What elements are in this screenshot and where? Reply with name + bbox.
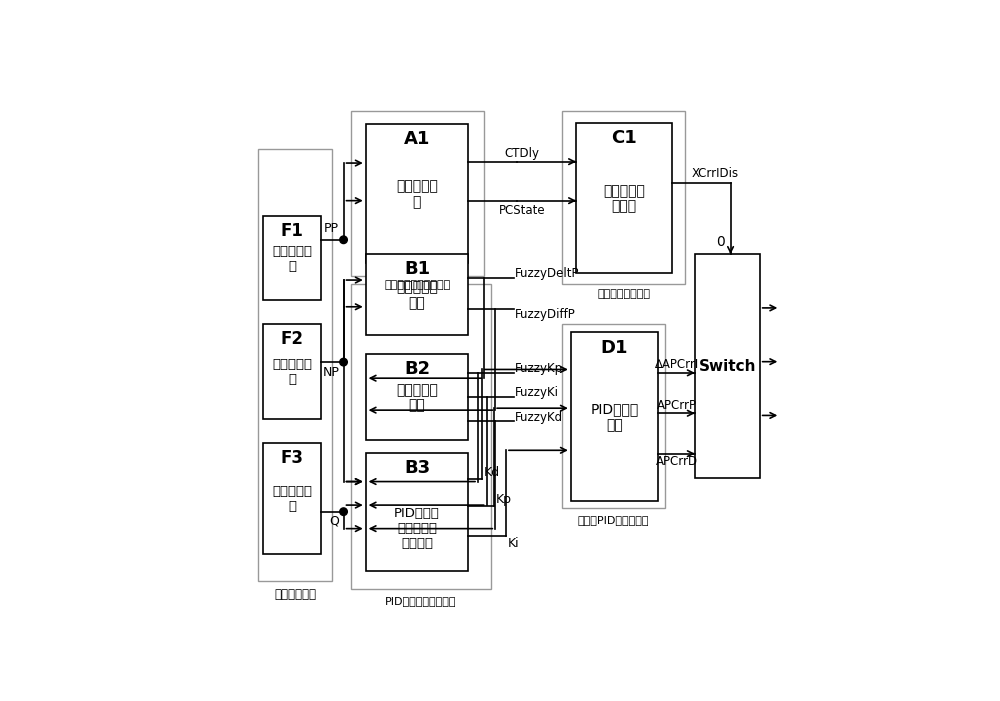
Text: 计算: 计算 [606, 418, 623, 432]
Text: PID参数模糊计算模块: PID参数模糊计算模块 [385, 597, 456, 606]
Circle shape [340, 236, 347, 243]
Text: FuzzyDiffP: FuzzyDiffP [515, 308, 576, 321]
Text: FuzzyDeltP: FuzzyDeltP [515, 266, 580, 280]
Text: 模糊查表子: 模糊查表子 [396, 383, 438, 397]
Text: B2: B2 [404, 360, 430, 378]
Text: 泵油角PID补偿值计算: 泵油角PID补偿值计算 [578, 515, 649, 525]
Text: 模块: 模块 [409, 398, 425, 412]
Text: B1: B1 [404, 260, 430, 278]
Bar [695, 254, 760, 478]
Text: 前置条件计算: 前置条件计算 [274, 587, 316, 601]
Bar [263, 443, 321, 554]
Bar [351, 111, 484, 275]
Bar [366, 454, 468, 571]
Text: 算: 算 [288, 500, 296, 513]
Text: D1: D1 [601, 339, 628, 357]
Text: APCrrD: APCrrD [656, 455, 698, 468]
Bar [571, 332, 658, 501]
Text: CTDly: CTDly [505, 147, 540, 160]
Bar [258, 149, 332, 580]
Text: PP: PP [324, 222, 339, 236]
Text: A1: A1 [404, 130, 430, 148]
Text: F1: F1 [281, 222, 304, 240]
Text: 目标油量计: 目标油量计 [272, 485, 312, 498]
Text: PID参数输: PID参数输 [394, 507, 440, 519]
Text: 算: 算 [288, 373, 296, 386]
Text: XCrrIDis: XCrrIDis [691, 167, 738, 179]
Text: 算子模块: 算子模块 [401, 537, 433, 550]
Text: B3: B3 [404, 459, 430, 477]
Text: 输入量化子: 输入量化子 [396, 280, 438, 294]
Text: 轨压状态判: 轨压状态判 [396, 179, 438, 193]
Text: Kp: Kp [496, 494, 512, 506]
Text: 算: 算 [288, 260, 296, 273]
Bar [366, 354, 468, 440]
Text: NP: NP [322, 367, 339, 379]
Text: FuzzyKi: FuzzyKi [515, 386, 559, 400]
Text: 轨压积分分: 轨压积分分 [603, 184, 645, 198]
Text: FuzzyKd: FuzzyKd [515, 411, 563, 423]
Text: Ki: Ki [508, 537, 519, 550]
Text: 0: 0 [716, 236, 725, 250]
Text: 目标轨压计: 目标轨压计 [272, 245, 312, 258]
Bar [366, 124, 468, 264]
Bar [366, 254, 468, 335]
Text: 出控制量计: 出控制量计 [397, 522, 437, 535]
Text: PID补偿值: PID补偿值 [590, 402, 639, 416]
Text: 模块: 模块 [409, 296, 425, 310]
Text: 断: 断 [413, 195, 421, 209]
Circle shape [340, 508, 347, 515]
Text: C1: C1 [611, 129, 637, 147]
Bar [562, 325, 665, 508]
Text: ∆APCrrI: ∆APCrrI [654, 358, 699, 371]
Text: 共轨压力阶段判断模块: 共轨压力阶段判断模块 [384, 280, 451, 290]
Bar [263, 325, 321, 418]
Text: F2: F2 [281, 330, 304, 348]
Text: 轨压积分分离模块: 轨压积分分离模块 [597, 289, 650, 299]
Text: PCState: PCState [499, 204, 546, 217]
Bar [263, 217, 321, 300]
Text: FuzzyKp: FuzzyKp [515, 362, 563, 375]
Text: Switch: Switch [699, 359, 756, 374]
Circle shape [340, 358, 347, 366]
Text: Q: Q [329, 515, 339, 528]
Text: F3: F3 [281, 449, 304, 467]
Text: Kd: Kd [483, 466, 499, 479]
Text: 离允许: 离允许 [612, 199, 637, 213]
Bar [576, 123, 672, 273]
Text: 实际轨压计: 实际轨压计 [272, 358, 312, 371]
Bar [351, 284, 491, 589]
Text: APCrrP: APCrrP [657, 399, 697, 411]
Bar [562, 111, 685, 284]
